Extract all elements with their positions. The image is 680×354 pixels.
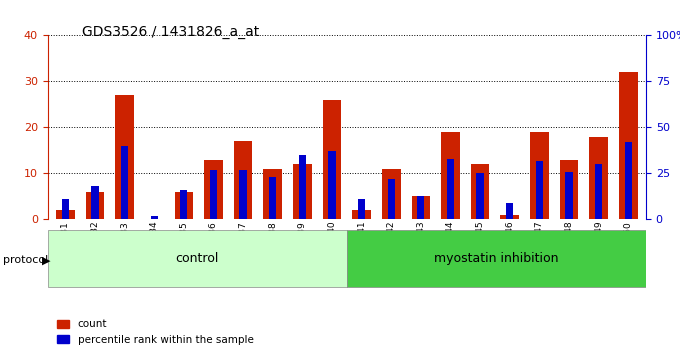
Bar — [269, 177, 276, 219]
Bar — [234, 141, 252, 219]
Bar — [506, 203, 513, 219]
Bar — [418, 195, 424, 219]
FancyBboxPatch shape — [347, 230, 646, 287]
Bar — [352, 210, 371, 219]
Bar — [121, 146, 129, 219]
Bar — [328, 152, 336, 219]
Text: GDS3526 / 1431826_a_at: GDS3526 / 1431826_a_at — [82, 25, 259, 39]
Text: ▶: ▶ — [42, 255, 50, 265]
Bar — [150, 216, 158, 219]
Bar — [595, 164, 602, 219]
Bar — [471, 164, 490, 219]
Bar — [293, 164, 311, 219]
Bar — [447, 159, 454, 219]
Bar — [530, 132, 549, 219]
Bar — [590, 137, 608, 219]
Bar — [625, 142, 632, 219]
Legend: count, percentile rank within the sample: count, percentile rank within the sample — [53, 315, 258, 349]
Bar — [322, 100, 341, 219]
Bar — [116, 95, 134, 219]
Bar — [263, 169, 282, 219]
Bar — [204, 160, 223, 219]
Bar — [56, 210, 75, 219]
Bar — [536, 161, 543, 219]
Bar — [388, 179, 395, 219]
Bar — [175, 192, 193, 219]
Bar — [441, 132, 460, 219]
Bar — [91, 186, 99, 219]
Bar — [180, 190, 188, 219]
Text: control: control — [175, 252, 219, 265]
Bar — [560, 160, 578, 219]
Bar — [358, 199, 365, 219]
Bar — [86, 192, 104, 219]
Bar — [62, 199, 69, 219]
Bar — [411, 196, 430, 219]
Bar — [565, 172, 573, 219]
Bar — [210, 170, 217, 219]
Bar — [500, 215, 519, 219]
Bar — [299, 155, 306, 219]
Bar — [239, 170, 247, 219]
Bar — [477, 173, 483, 219]
Text: myostatin inhibition: myostatin inhibition — [434, 252, 559, 265]
Bar — [619, 72, 638, 219]
Text: protocol: protocol — [3, 255, 49, 265]
Bar — [382, 169, 401, 219]
FancyBboxPatch shape — [48, 230, 347, 287]
